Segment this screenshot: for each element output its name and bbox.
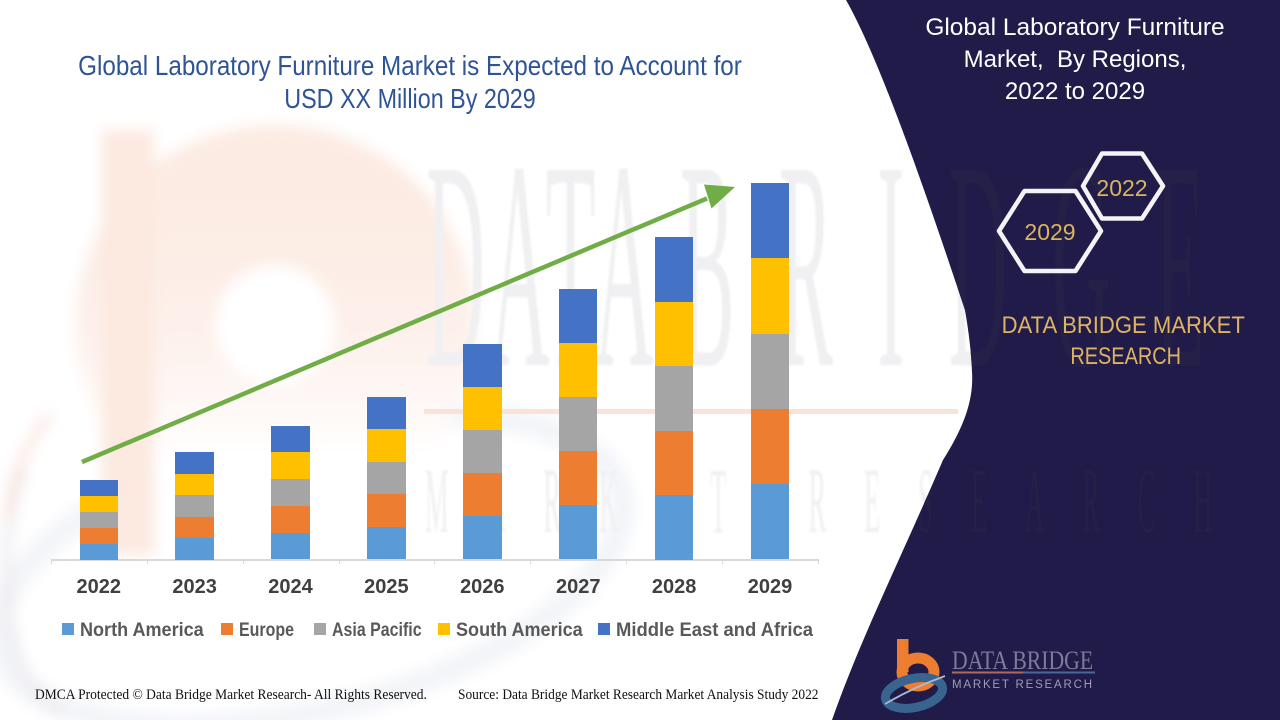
svg-text:DATA: DATA	[426, 102, 659, 431]
svg-text:MARKET RESEARCH: MARKET RESEARCH	[425, 449, 1250, 552]
svg-text:DATA BRIDGE: DATA BRIDGE	[952, 647, 1093, 675]
svg-text:MARKET RESEARCH: MARKET RESEARCH	[952, 679, 1094, 691]
svg-text:BRIDGE: BRIDGE	[680, 102, 1249, 431]
